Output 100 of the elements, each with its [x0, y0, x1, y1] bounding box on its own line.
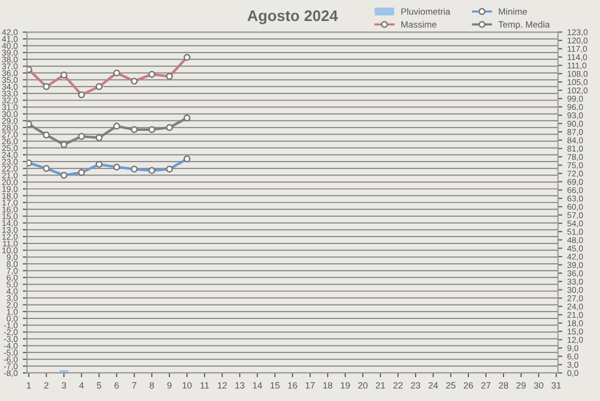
y-tick-label: -4,0 — [4, 342, 18, 350]
y-tick-label: 40,0 — [2, 42, 18, 50]
y-tick-label: 20,0 — [2, 179, 18, 186]
y2-tick-label: 21,0 — [567, 312, 583, 319]
y-tick-label: -5,0 — [4, 350, 18, 357]
y-tick-label: 23,0 — [2, 158, 18, 166]
x-tick-label: 10 — [182, 382, 192, 389]
x-tick-label: 21 — [376, 382, 385, 388]
y2-tick-label: 24,0 — [567, 304, 583, 311]
y-tick-label: 28,0 — [2, 124, 18, 132]
y2-tick-label: 45,0 — [567, 245, 583, 252]
y2-tick-label: 33,0 — [567, 278, 583, 286]
y2-tick-label: 6,0 — [567, 354, 578, 360]
legend-label: Massime — [401, 21, 436, 28]
x-tick-label: 9 — [167, 382, 172, 389]
y2-tick-label: 60,0 — [567, 204, 583, 211]
y2-tick-label: 0,0 — [567, 370, 578, 378]
y-tick-label: 21,0 — [2, 172, 18, 180]
y2-tick-label: 120,0 — [568, 38, 588, 44]
y2-tick-label: 96,0 — [567, 104, 583, 111]
y-tick-label: 16,0 — [2, 206, 18, 214]
y2-tick-label: 54,0 — [567, 220, 583, 228]
y2-tick-label: 108,0 — [568, 70, 588, 78]
y2-tick-label: 111,0 — [568, 62, 586, 70]
y2-tick-label: 123,0 — [568, 29, 588, 36]
y2-tick-label: 66,0 — [567, 187, 583, 194]
y2-tick-label: 18,0 — [568, 320, 583, 328]
x-tick-label: 28 — [498, 382, 508, 389]
y2-tick-label: 84,0 — [567, 137, 583, 144]
x-tick-label: 17 — [306, 382, 315, 388]
y2-tick-label: 3,0 — [567, 362, 578, 369]
y-tick-label: 14,0 — [2, 220, 18, 228]
x-tick-label: 13 — [235, 382, 244, 389]
y2-tick-label: 27,0 — [567, 295, 583, 302]
y2-tick-label: 78,0 — [567, 154, 583, 161]
legend-label: Minime — [498, 8, 527, 15]
y2-tick-label: 87,0 — [567, 129, 583, 136]
y-tick-label: 33,0 — [2, 90, 18, 98]
point — [42, 132, 50, 138]
point — [113, 122, 120, 130]
x-tick-label: 3 — [62, 382, 66, 389]
y-tick-label: 37,0 — [2, 63, 18, 70]
x-tick-label: 18 — [323, 382, 332, 389]
x-tick-label: 29 — [516, 382, 526, 389]
chart-title: Agosto 2024 — [247, 10, 338, 24]
y-tick-label: -3,0 — [4, 336, 18, 343]
x-tick-label: 19 — [340, 382, 350, 389]
x-tick-label: 12 — [218, 382, 227, 388]
y2-tick-label: 69,0 — [567, 178, 583, 186]
y2-tick-label: 57,0 — [567, 212, 583, 220]
y-tick-label: 13,0 — [2, 226, 18, 234]
y-tick-label: -7,0 — [4, 363, 18, 370]
y-tick-label: 34,0 — [2, 84, 18, 91]
x-tick-label: 6 — [114, 382, 119, 389]
y-tick-label: 41,0 — [2, 36, 18, 43]
y-tick-label: 8,0 — [6, 261, 18, 268]
y-tick-label: -8,0 — [4, 370, 18, 378]
x-tick-label: 4 — [79, 382, 84, 388]
x-tick-label: 26 — [464, 382, 473, 389]
point — [148, 126, 156, 134]
point — [130, 126, 138, 134]
point — [96, 134, 103, 142]
x-tick-label: 2 — [44, 382, 48, 388]
y-tick-label: 0,0 — [6, 316, 18, 322]
x-tick-label: 31 — [552, 382, 561, 389]
legend-label: Temp. Media — [498, 21, 550, 30]
x-tick-label: 1 — [26, 382, 31, 388]
y-tick-label: 35,0 — [2, 77, 18, 84]
y-tick-label: 26,0 — [2, 138, 18, 146]
x-tick-label: 14 — [253, 382, 262, 388]
y-tick-label: 7,0 — [6, 268, 18, 275]
x-tick-label: 11 — [200, 382, 209, 388]
y2-tick-label: 72,0 — [567, 170, 583, 178]
x-tick-label: 23 — [411, 382, 420, 389]
y-tick-label: 9,0 — [6, 254, 18, 262]
point — [184, 114, 190, 122]
x-tick-label: 15 — [270, 382, 280, 389]
y2-tick-label: 51,0 — [567, 228, 583, 236]
y-tick-label: -2,0 — [4, 329, 18, 336]
y2-tick-label: 39,0 — [567, 262, 583, 269]
point — [60, 141, 68, 148]
y-tick-label: 17,0 — [2, 200, 18, 207]
y-tick-label: 5,0 — [6, 282, 18, 288]
y-tick-label: 32,0 — [2, 97, 18, 104]
y2-tick-label: 90,0 — [567, 120, 583, 128]
y2-tick-label: 30,0 — [567, 286, 583, 294]
x-tick-label: 25 — [446, 382, 456, 389]
x-tick-label: 30 — [534, 382, 544, 389]
x-tick-label: 20 — [358, 382, 368, 389]
y-tick-label: 12,0 — [2, 234, 18, 241]
y-tick-label: 29,0 — [2, 118, 18, 125]
y-tick-label: 25,0 — [2, 145, 18, 152]
y-tick-label: 6,0 — [6, 274, 18, 282]
point — [78, 132, 85, 140]
y2-tick-label: 114,0 — [568, 54, 587, 62]
y-tick-label: 27,0 — [2, 132, 18, 138]
y2-tick-label: 36,0 — [567, 270, 583, 278]
y-tick-label: 22,0 — [2, 166, 18, 173]
x-tick-label: 22 — [393, 382, 403, 388]
y2-tick-label: 93,0 — [567, 112, 583, 120]
